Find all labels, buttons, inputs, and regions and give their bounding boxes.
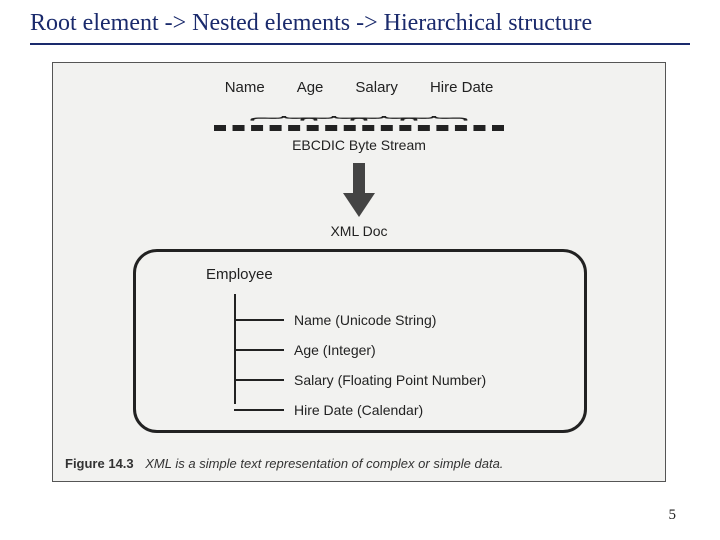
tree-branch-line bbox=[234, 319, 284, 321]
tree-item: Hire Date (Calendar) bbox=[234, 402, 423, 418]
tree-item-label: Name (Unicode String) bbox=[294, 312, 436, 328]
xml-doc-label: XML Doc bbox=[53, 223, 665, 239]
byte-stream-label: EBCDIC Byte Stream bbox=[53, 137, 665, 153]
employee-box: Employee Name (Unicode String) Age (Inte… bbox=[133, 249, 587, 433]
tree-item-label: Hire Date (Calendar) bbox=[294, 402, 423, 418]
tree-item-label: Age (Integer) bbox=[294, 342, 376, 358]
figure-caption: Figure 14.3 XML is a simple text represe… bbox=[65, 456, 503, 471]
tree-item-label: Salary (Floating Point Number) bbox=[294, 372, 486, 388]
figure-caption-text: XML is a simple text representation of c… bbox=[145, 456, 503, 471]
page-title: Root element -> Nested elements -> Hiera… bbox=[30, 10, 690, 45]
tree-item: Salary (Floating Point Number) bbox=[234, 372, 486, 388]
page-number: 5 bbox=[669, 507, 677, 524]
field-label-salary: Salary bbox=[355, 79, 398, 96]
brace-icon: ︷ bbox=[399, 104, 469, 122]
arrow-down-icon bbox=[341, 163, 377, 224]
figure-number: Figure 14.3 bbox=[65, 456, 134, 471]
field-label-hiredate: Hire Date bbox=[430, 79, 493, 96]
tree-branch-line bbox=[234, 349, 284, 351]
tree-item: Name (Unicode String) bbox=[234, 312, 436, 328]
field-labels-row: Name Age Salary Hire Date bbox=[53, 79, 665, 96]
employee-label: Employee bbox=[206, 266, 273, 283]
figure-frame: Name Age Salary Hire Date ︷ ︷ ︷ ︷ EBCDIC… bbox=[52, 62, 666, 482]
field-label-age: Age bbox=[297, 79, 324, 96]
field-label-name: Name bbox=[225, 79, 265, 96]
tree-branch-line bbox=[234, 379, 284, 381]
byte-stream-line bbox=[214, 125, 504, 131]
tree-item: Age (Integer) bbox=[234, 342, 376, 358]
slide-page: Root element -> Nested elements -> Hiera… bbox=[0, 0, 720, 540]
tree-branch-line bbox=[234, 409, 284, 411]
